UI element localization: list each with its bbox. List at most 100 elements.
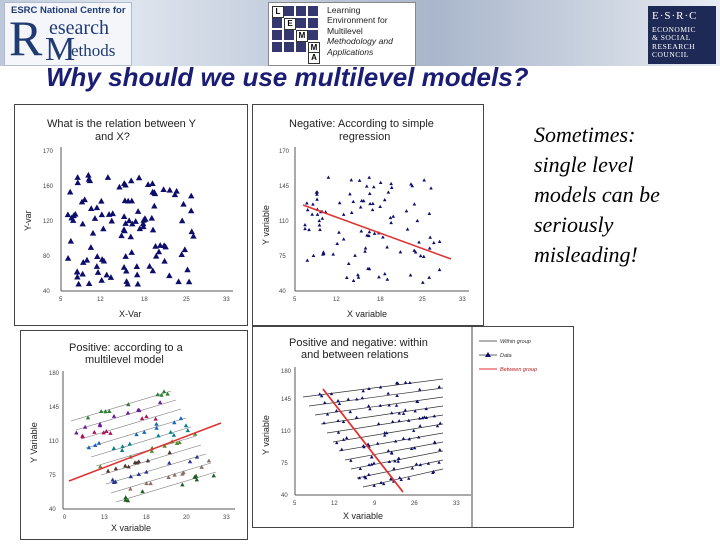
panel-multilevel: Positive: according to a multilevel mode… [20, 330, 248, 540]
point-marker [317, 223, 322, 227]
point-marker [382, 198, 387, 202]
point-marker [382, 433, 387, 437]
point-marker [178, 416, 184, 421]
point-marker [412, 202, 417, 206]
lemma-line: Environment for [327, 15, 388, 26]
point-marker [303, 222, 307, 227]
point-marker [85, 171, 92, 178]
point-marker [104, 174, 112, 180]
point-marker [437, 460, 441, 464]
point-marker [412, 446, 417, 450]
point-marker [146, 263, 153, 269]
point-marker [396, 456, 401, 460]
p4-xtick: 9 [373, 501, 377, 507]
p4-xtick: 5 [293, 501, 297, 507]
point-marker [123, 495, 128, 500]
p3-ytick: 110 [49, 439, 59, 445]
p4-ytick: 40 [281, 493, 288, 499]
group-line [70, 390, 172, 422]
point-marker [403, 408, 408, 412]
panel-simple-regression: Negative: According to simple regression… [252, 104, 484, 326]
point-marker [393, 439, 398, 443]
point-marker [175, 278, 182, 285]
point-marker [345, 275, 349, 280]
point-marker [180, 200, 187, 207]
side-text: Sometimes: single level models can be se… [534, 120, 718, 270]
point-marker [390, 411, 394, 415]
point-marker [120, 226, 128, 233]
point-marker [379, 480, 383, 484]
point-marker [386, 391, 390, 395]
point-marker [303, 226, 307, 231]
p3-ytick: 145 [49, 405, 60, 411]
point-marker [437, 267, 442, 272]
point-marker [367, 463, 371, 467]
point-marker [381, 235, 385, 239]
point-marker [167, 450, 172, 455]
p4-title2: and between relations [301, 349, 409, 361]
point-marker [354, 415, 359, 419]
p1-title1: What is the relation between Y [47, 118, 197, 130]
point-marker [73, 268, 81, 275]
p2-ytick: 145 [279, 184, 290, 190]
legend-between: Between group [500, 367, 537, 373]
panel-scatter-raw: What is the relation between Y and X? 40… [14, 104, 248, 326]
p3-ytick: 75 [49, 473, 56, 479]
point-marker [157, 242, 164, 248]
p1-ytick: 160 [43, 184, 54, 190]
p1-points [64, 171, 197, 287]
point-marker [128, 486, 133, 491]
point-marker [64, 254, 72, 261]
point-marker [129, 220, 136, 227]
point-marker [421, 280, 425, 284]
point-marker [390, 451, 394, 455]
point-marker [320, 216, 325, 220]
point-marker [361, 444, 366, 448]
p3-xlabel: X variable [111, 523, 151, 533]
point-marker [93, 263, 101, 269]
point-marker [128, 249, 135, 255]
point-marker [344, 436, 349, 440]
point-marker [161, 389, 167, 394]
point-marker [305, 201, 309, 205]
point-marker [437, 239, 442, 244]
point-marker [194, 454, 200, 459]
point-marker [74, 174, 81, 180]
point-marker [355, 397, 359, 401]
p3-regression-line [68, 422, 222, 482]
point-marker [79, 270, 86, 277]
point-marker [427, 211, 432, 215]
point-marker [140, 489, 145, 494]
point-marker [85, 415, 91, 420]
point-marker [408, 273, 413, 277]
point-marker [149, 226, 157, 233]
p3-ytick: 180 [49, 371, 60, 377]
point-marker [366, 404, 371, 408]
point-marker [346, 261, 351, 266]
point-marker [414, 462, 419, 466]
point-marker [337, 201, 342, 205]
point-marker [326, 175, 331, 179]
group-line [115, 471, 217, 503]
logo-letter-r: R [9, 10, 43, 66]
point-marker [386, 190, 391, 194]
point-marker [323, 400, 327, 404]
point-marker [336, 418, 340, 423]
point-marker [396, 459, 400, 463]
point-marker [378, 403, 382, 407]
legend-data: Data [500, 353, 512, 359]
point-marker [80, 259, 87, 265]
point-marker [111, 445, 117, 450]
p2-regression-line [302, 204, 452, 260]
point-marker [399, 477, 403, 482]
point-marker [418, 253, 423, 258]
point-marker [82, 424, 88, 429]
p1-ytick: 170 [43, 149, 54, 155]
point-marker [438, 447, 442, 452]
side-line: single level [534, 152, 634, 177]
point-marker [370, 455, 374, 459]
point-marker [79, 220, 86, 227]
point-marker [107, 274, 115, 280]
point-marker [181, 246, 189, 253]
point-marker [418, 424, 422, 428]
